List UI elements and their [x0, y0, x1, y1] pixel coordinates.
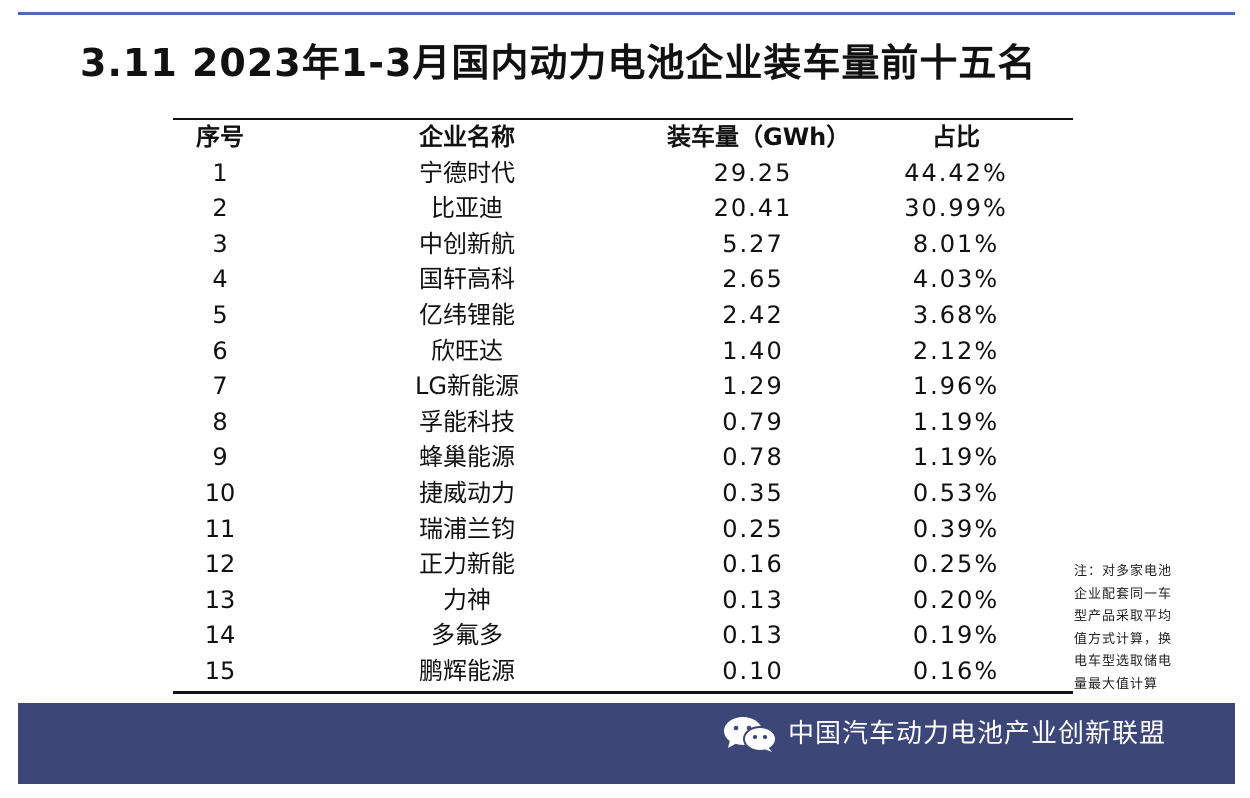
rank-cell: 6 — [212, 336, 228, 365]
column-header-rank: 序号 — [196, 123, 244, 151]
rank-cell: 3 — [212, 229, 228, 258]
volume-cell: 0.35 — [722, 478, 784, 507]
footnote-line: 型产品采取平均 — [1074, 609, 1173, 624]
company-cell: 捷威动力 — [419, 478, 515, 507]
company-cell: 孚能科技 — [419, 407, 515, 436]
table-row: 14 多氟多 0.13 0.19% — [173, 618, 1073, 654]
volume-cell: 20.41 — [713, 194, 793, 223]
ranking-table-container: 序号 企业名称 装车量（GWh） 占比 1 宁德时代 29.25 44.42% 2 比亚迪… — [173, 118, 1073, 694]
rank-cell: 2 — [212, 194, 228, 223]
volume-cell: 0.25 — [722, 514, 784, 543]
volume-cell: 0.16 — [722, 550, 784, 579]
rank-cell: 8 — [212, 407, 228, 436]
top-divider — [18, 12, 1235, 15]
footnote: 注：对多家电池 企业配套同一车 型产品采取平均 值方式计算，换 电车型选取储电 … — [1074, 561, 1214, 696]
company-cell: LG新能源 — [415, 372, 519, 401]
table-row: 3 中创新航 5.27 8.01% — [173, 227, 1073, 263]
table-row: 1 宁德时代 29.25 44.42% — [173, 156, 1073, 192]
volume-cell: 1.40 — [722, 336, 784, 365]
share-cell: 1.96% — [912, 372, 1000, 401]
rank-cell: 10 — [204, 478, 236, 507]
table-row: 9 蜂巢能源 0.78 1.19% — [173, 440, 1073, 476]
rank-cell: 15 — [204, 656, 236, 685]
company-cell: 多氟多 — [431, 621, 503, 650]
footnote-line: 电车型选取储电 — [1074, 654, 1173, 669]
share-cell: 4.03% — [912, 265, 1000, 294]
volume-cell: 1.29 — [722, 372, 784, 401]
table-header-row: 序号 企业名称 装车量（GWh） 占比 — [173, 120, 1073, 156]
rank-cell: 4 — [212, 265, 228, 294]
volume-cell: 0.79 — [722, 407, 784, 436]
volume-cell: 0.78 — [722, 443, 784, 472]
volume-cell: 0.13 — [722, 621, 784, 650]
table-row: 13 力神 0.13 0.20% — [173, 583, 1073, 619]
rank-cell: 9 — [212, 443, 228, 472]
share-cell: 0.53% — [912, 478, 1000, 507]
column-header-company: 企业名称 — [419, 123, 515, 151]
table-row: 11 瑞浦兰钧 0.25 0.39% — [173, 512, 1073, 548]
volume-cell: 5.27 — [722, 229, 784, 258]
share-cell: 30.99% — [904, 194, 1008, 223]
volume-cell: 29.25 — [713, 158, 793, 187]
rank-cell: 13 — [204, 585, 236, 614]
footnote-line: 量最大值计算 — [1074, 676, 1159, 692]
footer-branding: 中国汽车动力电池产业创新联盟 — [722, 715, 1166, 753]
volume-cell: 2.42 — [722, 300, 784, 329]
company-cell: 蜂巢能源 — [419, 443, 515, 472]
company-cell: 国轩高科 — [419, 265, 515, 294]
volume-cell: 2.65 — [722, 265, 784, 294]
share-cell: 1.19% — [912, 443, 1000, 472]
table-row: 12 正力新能 0.16 0.25% — [173, 547, 1073, 583]
footnote-line: 企业配套同一车 — [1074, 586, 1173, 602]
table-row: 15 鹏辉能源 0.10 0.16% — [173, 654, 1073, 690]
rank-cell: 14 — [204, 621, 236, 650]
table-row: 6 欣旺达 1.40 2.12% — [173, 334, 1073, 370]
table-bottom-rule — [173, 690, 1073, 694]
table-top-rule — [173, 118, 1073, 120]
company-cell: 中创新航 — [419, 229, 515, 258]
share-cell: 0.20% — [912, 585, 1000, 614]
table-row: 4 国轩高科 2.65 4.03% — [173, 262, 1073, 298]
volume-cell: 0.13 — [722, 585, 784, 614]
table-row: 10 捷威动力 0.35 0.53% — [173, 476, 1073, 512]
table-row: 8 孚能科技 0.79 1.19% — [173, 405, 1073, 441]
share-cell: 2.12% — [912, 336, 1000, 365]
rank-cell: 5 — [212, 300, 228, 329]
share-cell: 0.39% — [912, 514, 1000, 543]
footnote-line: 值方式计算，换 — [1074, 631, 1173, 647]
rank-cell: 11 — [204, 514, 236, 543]
company-cell: 亿纬锂能 — [419, 300, 515, 329]
share-cell: 44.42% — [904, 158, 1008, 187]
company-cell: 瑞浦兰钧 — [419, 514, 515, 543]
column-header-volume: 装车量（GWh） — [667, 123, 851, 151]
share-cell: 0.19% — [912, 621, 1000, 650]
company-cell: 比亚迪 — [431, 194, 503, 223]
volume-cell: 0.10 — [722, 656, 784, 685]
footer-organization-name: 中国汽车动力电池产业创新联盟 — [788, 719, 1167, 749]
company-cell: 宁德时代 — [419, 158, 515, 187]
ranking-table: 序号 企业名称 装车量（GWh） 占比 1 宁德时代 29.25 44.42% 2 比亚迪… — [173, 120, 1073, 690]
company-cell: 正力新能 — [419, 550, 515, 579]
share-cell: 1.19% — [912, 407, 1000, 436]
table-body: 1 宁德时代 29.25 44.42% 2 比亚迪 20.41 30.99% 3 中创新航 5.27… — [173, 156, 1073, 690]
share-cell: 0.16% — [912, 656, 1000, 685]
company-cell: 力神 — [443, 585, 491, 614]
wechat-icon — [724, 717, 777, 752]
footer-bar: 中国汽车动力电池产业创新联盟 — [18, 703, 1235, 784]
company-cell: 欣旺达 — [431, 336, 503, 365]
company-cell: 鹏辉能源 — [419, 656, 515, 685]
page-title: 3.11 2023年1-3月国内动力电池企业装车量前十五名 — [80, 41, 1037, 85]
rank-cell: 7 — [212, 372, 228, 401]
table-row: 5 亿纬锂能 2.42 3.68% — [173, 298, 1073, 334]
column-header-share: 占比 — [932, 123, 980, 151]
rank-cell: 12 — [204, 550, 236, 579]
rank-cell: 1 — [212, 158, 228, 187]
table-row: 2 比亚迪 20.41 30.99% — [173, 191, 1073, 227]
share-cell: 0.25% — [912, 550, 1000, 579]
table-row: 7 LG新能源 1.29 1.96% — [173, 369, 1073, 405]
footnote-line: 注：对多家电池 — [1074, 564, 1173, 579]
share-cell: 8.01% — [912, 229, 1000, 258]
share-cell: 3.68% — [912, 300, 1000, 329]
